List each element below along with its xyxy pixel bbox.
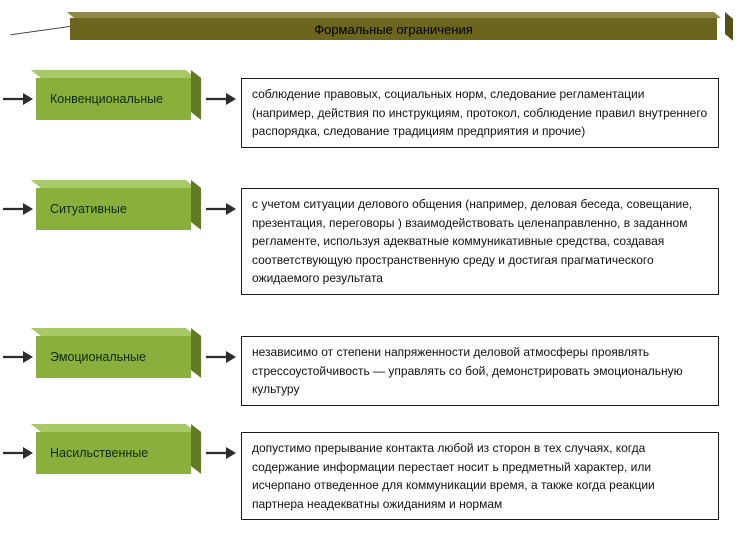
box-side-face (191, 328, 201, 378)
header-connector-line (10, 26, 72, 36)
description-violent: допустимо прерывание контакта любой из с… (241, 432, 719, 520)
row-violent: Насильственные допустимо прерывание конта… (0, 432, 743, 520)
arrow-out-icon (201, 188, 241, 230)
box-front-face: Насильственные (36, 432, 191, 474)
box-front-face: Конвенциональные (36, 78, 191, 120)
category-box-conventional: Конвенциональные (36, 78, 201, 120)
category-label: Конвенциональные (50, 92, 163, 106)
arrow-in-icon (0, 336, 36, 378)
header-bar: Формальные ограничения (70, 18, 725, 46)
description-conventional: соблюдение правовых, социальных норм, сл… (241, 78, 719, 148)
header-bar-side-face (725, 12, 733, 41)
header-bar-front-face: Формальные ограничения (70, 18, 717, 40)
arrow-in-icon (0, 78, 36, 120)
box-side-face (191, 424, 201, 474)
row-emotional: Эмоциональные независимо от степени напря… (0, 336, 743, 406)
box-top-face (31, 180, 196, 188)
box-side-face (191, 70, 201, 120)
arrow-out-icon (201, 336, 241, 378)
box-front-face: Эмоциональные (36, 336, 191, 378)
row-situational: Ситуативные с учетом ситуации делового об… (0, 188, 743, 295)
box-front-face: Ситуативные (36, 188, 191, 230)
arrow-out-icon (201, 432, 241, 474)
arrow-in-icon (0, 188, 36, 230)
arrow-out-icon (201, 78, 241, 120)
category-label: Насильственные (50, 446, 148, 460)
header-title: Формальные ограничения (314, 22, 473, 37)
category-label: Эмоциональные (50, 350, 146, 364)
category-box-situational: Ситуативные (36, 188, 201, 230)
description-situational: с учетом ситуации делового общения (напр… (241, 188, 719, 295)
category-label: Ситуативные (50, 202, 127, 216)
row-conventional: Конвенциональные соблюдение правовых, соц… (0, 78, 743, 148)
arrow-in-icon (0, 432, 36, 474)
box-top-face (31, 328, 196, 336)
box-top-face (31, 70, 196, 78)
category-box-violent: Насильственные (36, 432, 201, 474)
box-side-face (191, 180, 201, 230)
category-box-emotional: Эмоциональные (36, 336, 201, 378)
box-top-face (31, 424, 196, 432)
description-emotional: независимо от степени напряженности дело… (241, 336, 719, 406)
